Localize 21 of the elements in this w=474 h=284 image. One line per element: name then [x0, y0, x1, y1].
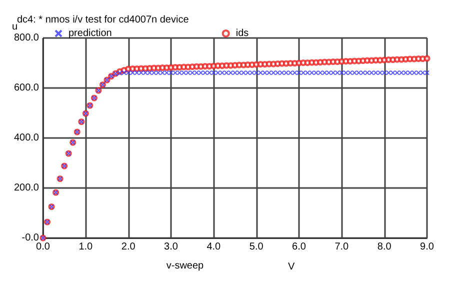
- x-tick-label: 1.0: [78, 242, 94, 252]
- x-tick-label: 4.0: [206, 242, 222, 252]
- text: V: [288, 262, 295, 272]
- x-tick-label: 6.0: [292, 242, 306, 252]
- y-tick-label: 200.0: [14, 182, 40, 194]
- y-axis-title: u: [12, 22, 18, 32]
- x-tick-label: 2.0: [121, 242, 136, 252]
- x-tick-label: 7.0: [334, 242, 350, 252]
- y-tick-label: 600.0: [14, 82, 40, 94]
- x-tick-label: 9.0: [420, 242, 434, 252]
- legend-label: ids: [236, 28, 249, 39]
- y-tick-label: 400.0: [14, 132, 40, 144]
- x-tick-label: 5.0: [249, 242, 264, 252]
- x-axis-title: v-sweep: [166, 260, 204, 272]
- x-tick-label: 0.0: [36, 242, 50, 252]
- y-tick-label: -0.0: [22, 232, 40, 244]
- x-tick-label: 3.0: [164, 242, 178, 252]
- chart-title: dc4: * nmos i/v test for cd4007n device: [17, 14, 190, 26]
- x-tick-label: 8.0: [377, 242, 392, 252]
- y-tick-label: 800.0: [14, 32, 40, 44]
- legend-label: prediction: [68, 28, 112, 39]
